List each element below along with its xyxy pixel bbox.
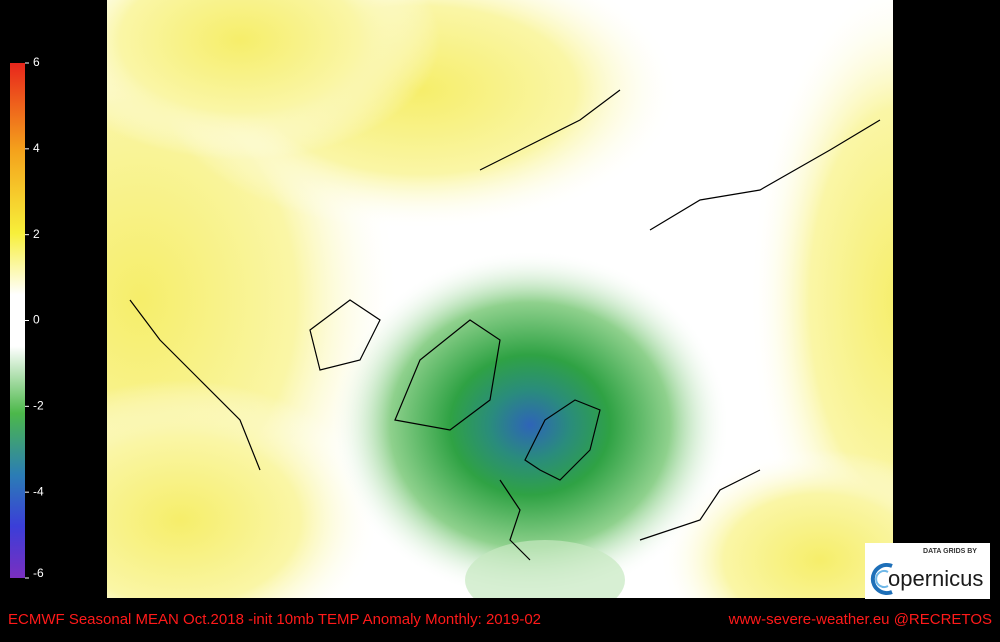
- colorbar-tick-label: 6: [33, 55, 40, 69]
- colorbar-tick-label: 0: [33, 313, 40, 327]
- logo-caption: DATA GRIDS BY: [923, 548, 977, 555]
- colorbar-tick-label: -2: [33, 399, 44, 413]
- coastlines: [129, 89, 881, 561]
- logo-name: opernicus: [888, 566, 983, 591]
- colorbar-tick-label: 4: [33, 141, 40, 155]
- colorbar-tick-label: -4: [33, 484, 44, 498]
- colorbar-tick-label: 2: [33, 227, 40, 241]
- colorbar-tick-label: -6: [33, 566, 44, 580]
- colorbar: [10, 63, 25, 578]
- logo: DATA GRIDS BY opernicus: [865, 543, 990, 599]
- footer-right: www-severe-weather.eu @RECRETOS: [728, 611, 992, 628]
- footer-left: ECMWF Seasonal MEAN Oct.2018 -init 10mb …: [8, 611, 541, 628]
